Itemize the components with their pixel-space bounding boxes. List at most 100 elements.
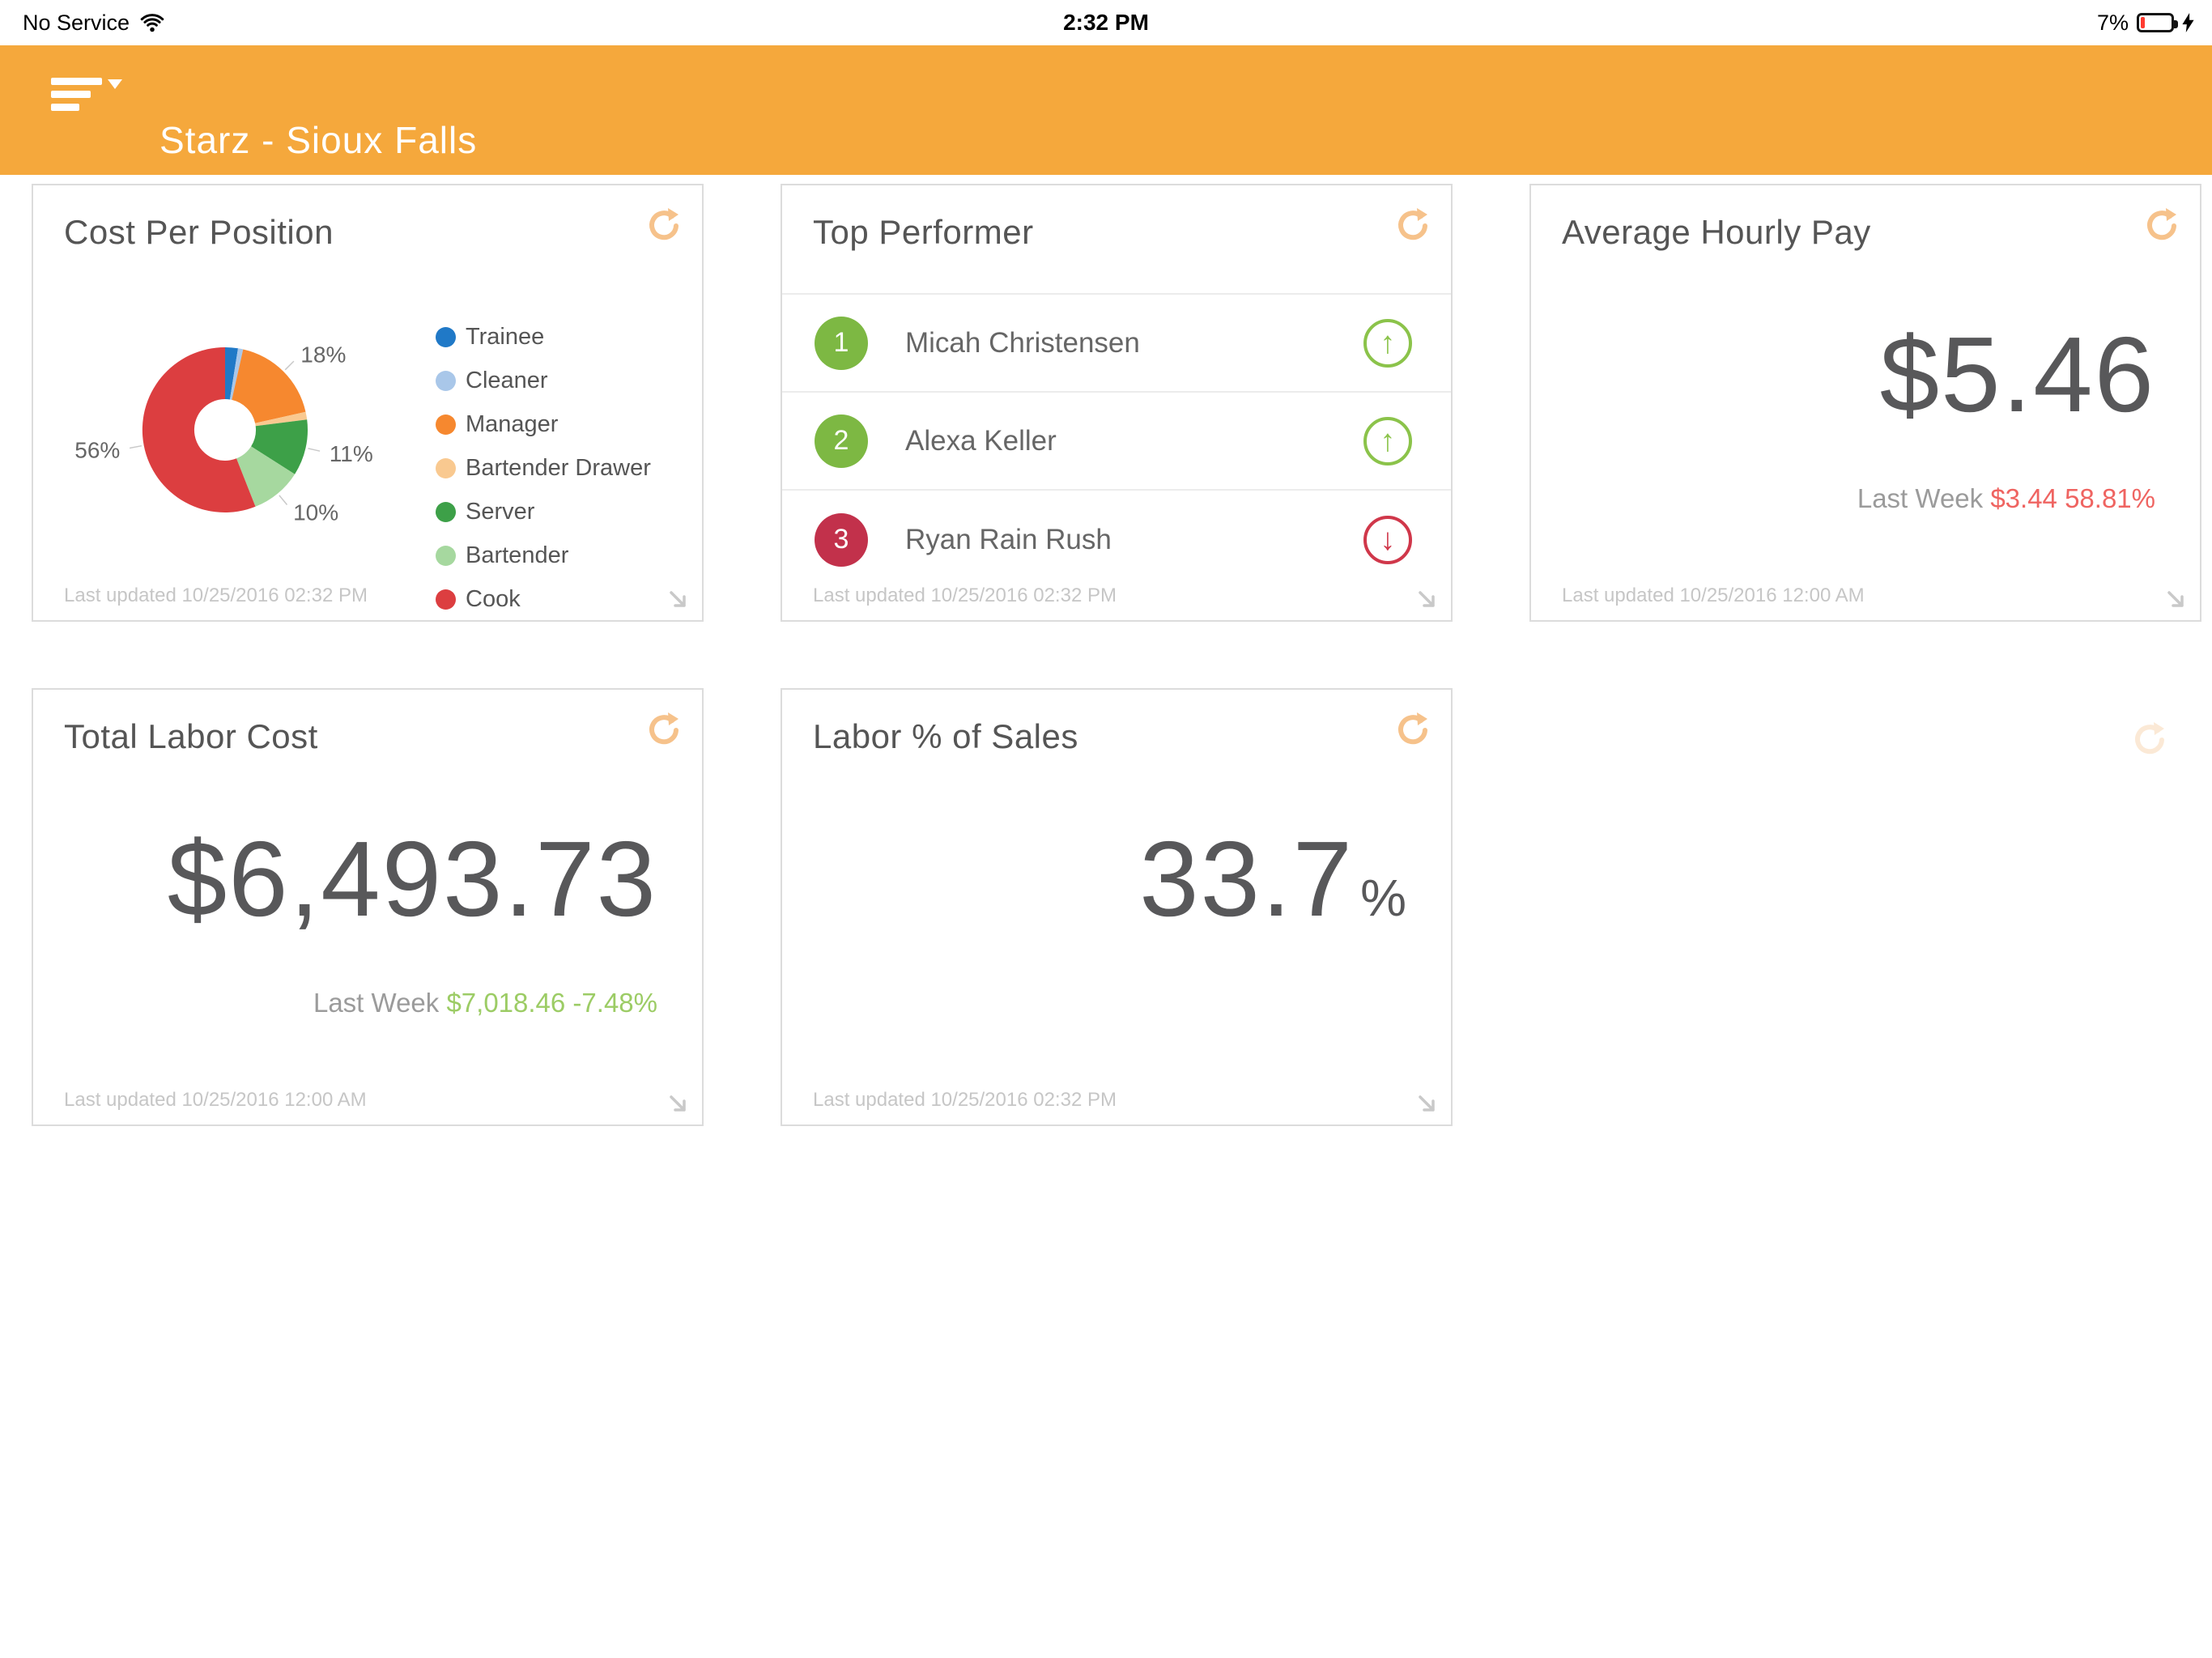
battery-percent: 7% bbox=[2096, 10, 2129, 35]
last-updated: Last updated 10/25/2016 02:32 PM bbox=[813, 585, 1117, 606]
donut-leader-line bbox=[279, 495, 288, 505]
donut-label-bartender: 10% bbox=[293, 500, 338, 525]
status-bar: No Service 2:32 PM 7% bbox=[0, 0, 2212, 45]
card-title: Top Performer bbox=[813, 213, 1034, 251]
trend-up-icon: ↑ bbox=[1363, 416, 1412, 466]
legend-item-cleaner: Cleaner bbox=[436, 359, 651, 402]
legend-swatch bbox=[436, 370, 456, 391]
performer-name: Alexa Keller bbox=[905, 424, 1057, 457]
last-updated: Last updated 10/25/2016 12:00 AM bbox=[1562, 585, 1865, 606]
last-updated: Last updated 10/25/2016 02:32 PM bbox=[64, 585, 368, 606]
donut-leader-line bbox=[308, 448, 321, 452]
donut-slice-trainee bbox=[225, 347, 238, 400]
card-title: Average Hourly Pay bbox=[1562, 213, 1871, 251]
menu-bar bbox=[51, 78, 102, 85]
last-week-value: $3.44 58.81% bbox=[1990, 483, 2155, 513]
rank-badge: 2 bbox=[815, 414, 868, 468]
battery-level-fill bbox=[2141, 17, 2145, 28]
last-week-row: Last Week $7,018.46 -7.48% bbox=[313, 988, 657, 1018]
app-header: Starz - Sioux Falls bbox=[0, 45, 2212, 175]
legend-item-trainee: Trainee bbox=[436, 315, 651, 359]
resize-handle-icon[interactable] bbox=[1412, 1089, 1440, 1116]
last-updated: Last updated 10/25/2016 02:32 PM bbox=[813, 1089, 1117, 1111]
refresh-icon[interactable] bbox=[2142, 206, 2177, 242]
legend-swatch bbox=[436, 545, 456, 566]
legend-swatch bbox=[436, 589, 456, 610]
card-average-hourly-pay: Average Hourly Pay $5.46 Last Week $3.44… bbox=[1529, 184, 2201, 622]
donut-slice-cleaner bbox=[229, 348, 244, 400]
legend-item-manager: Manager bbox=[436, 402, 651, 446]
performer-row-1: 1 Micah Christensen ↑ bbox=[782, 295, 1451, 393]
menu-button[interactable] bbox=[51, 78, 125, 123]
metric-value: $5.46 bbox=[1879, 315, 2155, 434]
donut-leader-line bbox=[284, 360, 295, 371]
chevron-down-icon bbox=[108, 79, 122, 89]
card-title: Total Labor Cost bbox=[64, 717, 318, 755]
last-week-label: Last Week bbox=[1857, 483, 1984, 513]
wifi-icon bbox=[140, 14, 164, 32]
menu-bar bbox=[51, 91, 91, 98]
performer-row-3: 3 Ryan Rain Rush ↓ bbox=[782, 491, 1451, 589]
legend-swatch bbox=[436, 457, 456, 478]
legend-label: Manager bbox=[466, 410, 559, 437]
legend-item-server: Server bbox=[436, 490, 651, 534]
legend-label: Cleaner bbox=[466, 367, 548, 393]
donut-slice-manager bbox=[232, 349, 306, 423]
donut-slice-bartender bbox=[236, 446, 296, 507]
divider bbox=[782, 293, 1451, 295]
refresh-icon-faint bbox=[2135, 722, 2164, 755]
refresh-icon[interactable] bbox=[1393, 206, 1428, 242]
resize-handle-icon[interactable] bbox=[1412, 585, 1440, 612]
refresh-icon[interactable] bbox=[644, 711, 679, 746]
performer-name: Ryan Rain Rush bbox=[905, 523, 1112, 555]
last-week-value: $7,018.46 -7.48% bbox=[446, 988, 657, 1018]
performer-name: Micah Christensen bbox=[905, 326, 1140, 359]
charging-bolt-icon bbox=[2182, 13, 2194, 32]
legend-label: Bartender Drawer bbox=[466, 454, 651, 481]
refresh-icon[interactable] bbox=[1393, 711, 1428, 746]
metric-unit: % bbox=[1360, 869, 1406, 927]
card-top-performer: Top Performer 1 Micah Christensen ↑ 2 Alexa … bbox=[781, 184, 1453, 622]
card-cost-per-position: Cost Per Position 18% 11% 10% 56% Trainee Cl… bbox=[32, 184, 704, 622]
card-title: Cost Per Position bbox=[64, 213, 334, 251]
performer-row-2: 2 Alexa Keller ↑ bbox=[782, 393, 1451, 491]
trend-up-icon: ↑ bbox=[1363, 318, 1412, 368]
donut-leader-line bbox=[129, 444, 143, 449]
legend-item-cook: Cook bbox=[436, 577, 651, 620]
menu-bar bbox=[51, 104, 79, 111]
metric-value: 33.7% bbox=[1139, 818, 1406, 940]
legend-swatch bbox=[436, 414, 456, 435]
clock: 2:32 PM bbox=[1063, 10, 1149, 35]
donut-label-cook: 56% bbox=[74, 438, 120, 463]
carrier-label: No Service bbox=[23, 10, 130, 35]
card-title: Labor % of Sales bbox=[813, 717, 1078, 755]
last-week-label: Last Week bbox=[313, 988, 440, 1018]
cost-donut-svg: 18% 11% 10% 56% bbox=[74, 342, 373, 525]
metric-value: $6,493.73 bbox=[167, 819, 657, 938]
battery-icon bbox=[2137, 13, 2178, 32]
rank-badge: 1 bbox=[815, 316, 868, 370]
top-performer-list: 1 Micah Christensen ↑ 2 Alexa Keller ↑ 3 Ryan R… bbox=[782, 295, 1451, 589]
cost-legend: Trainee Cleaner Manager Bartender Drawer Ser… bbox=[436, 315, 651, 620]
resize-handle-icon[interactable] bbox=[2161, 585, 2189, 612]
legend-label: Cook bbox=[466, 585, 521, 612]
legend-label: Bartender bbox=[466, 542, 569, 568]
legend-swatch bbox=[436, 501, 456, 522]
donut-label-server: 11% bbox=[330, 441, 373, 466]
legend-item-bartender-drawer: Bartender Drawer bbox=[436, 446, 651, 490]
rank-badge: 3 bbox=[815, 512, 868, 567]
donut-slice-bartender-drawer bbox=[255, 411, 308, 427]
metric-number: 33.7 bbox=[1139, 819, 1355, 938]
donut-label-manager: 18% bbox=[300, 342, 346, 368]
resize-handle-icon[interactable] bbox=[663, 1089, 691, 1116]
legend-label: Trainee bbox=[466, 323, 545, 350]
last-updated: Last updated 10/25/2016 12:00 AM bbox=[64, 1089, 367, 1111]
battery-tip bbox=[2174, 20, 2178, 28]
donut-slice-cook bbox=[142, 346, 256, 512]
card-labor-pct-of-sales: Labor % of Sales 33.7% Last updated 10/2… bbox=[781, 688, 1453, 1126]
last-week-row: Last Week $3.44 58.81% bbox=[1857, 483, 2155, 514]
resize-handle-icon[interactable] bbox=[663, 585, 691, 612]
legend-item-bartender: Bartender bbox=[436, 534, 651, 577]
donut-slice-server bbox=[251, 419, 308, 474]
refresh-icon[interactable] bbox=[644, 206, 679, 242]
